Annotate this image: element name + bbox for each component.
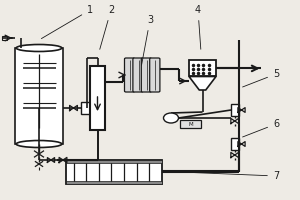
- Bar: [90, 66, 105, 130]
- Polygon shape: [189, 76, 216, 90]
- Bar: [231, 104, 238, 116]
- Circle shape: [164, 113, 178, 123]
- Text: 6: 6: [243, 119, 279, 137]
- FancyBboxPatch shape: [150, 58, 160, 92]
- Ellipse shape: [16, 45, 62, 51]
- Text: 3: 3: [142, 15, 153, 65]
- Text: M: M: [188, 121, 193, 127]
- FancyBboxPatch shape: [141, 58, 152, 92]
- FancyBboxPatch shape: [124, 58, 135, 92]
- Bar: [66, 181, 162, 184]
- Text: 2: 2: [100, 5, 114, 49]
- FancyBboxPatch shape: [133, 58, 143, 92]
- Bar: [66, 160, 162, 163]
- Bar: [81, 102, 93, 114]
- Bar: [2, 36, 7, 40]
- Text: 1: 1: [41, 5, 93, 39]
- Bar: [189, 60, 216, 76]
- Text: 7: 7: [183, 171, 279, 181]
- Text: 5: 5: [243, 69, 279, 87]
- Text: 4: 4: [195, 5, 201, 49]
- Bar: [231, 138, 238, 150]
- Bar: [180, 120, 201, 128]
- Bar: [15, 48, 63, 144]
- Ellipse shape: [16, 140, 62, 147]
- Bar: [66, 160, 162, 184]
